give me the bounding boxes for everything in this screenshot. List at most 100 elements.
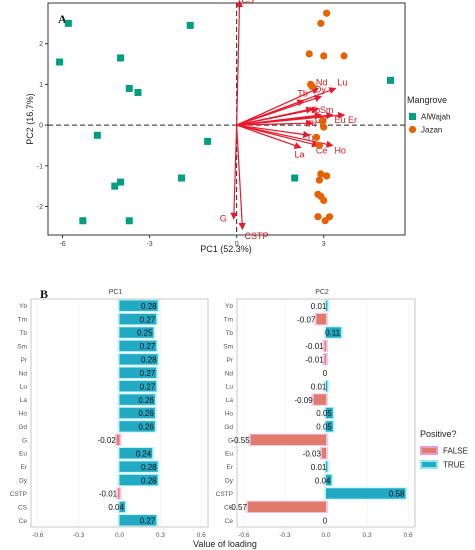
mangrove-legend: Mangrove AlWajah Jazan: [407, 95, 451, 135]
loading-arrow-er: [236, 111, 346, 126]
bar-value-label: -0.57: [229, 503, 248, 512]
bar-pc2-eu: [321, 448, 326, 459]
bar-pc1-tb: [119, 327, 154, 338]
legend-title-positive: Positive?: [420, 429, 457, 439]
category-label: Tb: [19, 330, 27, 337]
legend-key-alwajah: [409, 113, 416, 120]
bar-value-label: 0.05: [316, 423, 332, 432]
panel-title-pc2: PC2: [315, 289, 329, 296]
category-label: Er: [21, 464, 28, 471]
bar-value-label: -0.01: [305, 356, 324, 365]
category-label: Tm: [224, 317, 233, 324]
bar-pc2-gd: [326, 421, 333, 432]
legend-label-true: TRUE: [443, 461, 465, 470]
bar-pc1-lu: [119, 380, 157, 392]
bar-pc1-eu: [119, 448, 153, 459]
bar-pc1-nd: [119, 367, 157, 378]
point-alwajah: [178, 174, 186, 182]
bar-value-label: 0.04: [315, 476, 331, 485]
legend-label-jazan: Jazan: [421, 126, 442, 135]
x-tick-label: 0.6: [404, 532, 413, 539]
bar-pc2-tb: [326, 327, 342, 338]
loading-label-lu: Lu: [337, 77, 347, 87]
bar-pc2-pr: [324, 354, 326, 365]
bar-pc2-dy: [326, 474, 332, 486]
category-label: CSTP: [216, 491, 233, 498]
point-alwajah: [117, 178, 125, 186]
bar-value-label: 0.26: [138, 423, 154, 432]
y-tick-label: -2: [37, 204, 43, 211]
category-label: G: [228, 437, 233, 444]
bar-pc1-la: [119, 394, 155, 405]
category-label: Sm: [17, 343, 27, 350]
bar-pc2-er: [326, 461, 328, 472]
bar-pc2-ho: [326, 407, 333, 419]
bar-pc2-la: [313, 394, 326, 405]
category-label: CSTP: [10, 491, 27, 498]
x-tick-label: 0.0: [321, 532, 330, 539]
x-tick-label: 0.3: [363, 532, 372, 539]
bar-value-label: 0.28: [141, 356, 157, 365]
loading-arrow-ho: [236, 124, 334, 148]
category-label: Ce: [225, 518, 234, 525]
point-alwajah: [125, 217, 133, 225]
bar-value-label: 0.11: [325, 329, 341, 338]
point-jazan: [314, 213, 322, 221]
loading-label-g: G: [220, 214, 227, 224]
point-jazan: [318, 117, 326, 125]
loading-label-tm: Tm: [306, 132, 319, 142]
bar-value-label: 0.01: [311, 463, 327, 472]
category-label: Ho: [225, 411, 234, 418]
y-tick-label: 1: [39, 82, 43, 89]
category-label: Er: [227, 464, 234, 471]
category-label: Dy: [19, 478, 28, 485]
category-label: Lu: [20, 384, 28, 391]
y-tick-label: 2: [39, 41, 43, 48]
loading-arrow-la: [236, 124, 302, 149]
point-jazan: [317, 19, 325, 27]
score-points: [56, 9, 394, 225]
loading-label-ho: Ho: [334, 145, 346, 155]
loading-label-eu: Eu: [334, 115, 345, 125]
panel-tag-a: A: [58, 12, 67, 26]
y-tick-label: 0: [39, 123, 43, 130]
y-tick-label: -1: [37, 163, 43, 170]
point-jazan: [308, 82, 316, 91]
category-label: Eu: [225, 451, 233, 458]
loading-arrow-sm: [236, 106, 320, 126]
bar-value-label: -0.09: [294, 396, 313, 405]
bar-pc1-tm: [119, 313, 157, 325]
loading-label-dy: Dy: [315, 85, 326, 95]
bar-pc1-pr: [119, 354, 158, 365]
bar-pc2-sm: [324, 340, 326, 352]
point-jazan: [315, 141, 323, 150]
biplot-panel: [47, 2, 406, 236]
legend-key-true: [422, 462, 436, 467]
bar-value-label: -0.07: [297, 315, 316, 324]
bar-value-label: 0.27: [140, 517, 156, 526]
category-label: CS: [224, 504, 234, 511]
loading-label-ce: Ce: [316, 145, 328, 155]
bar-pc1-yb: [119, 300, 158, 311]
point-alwajah: [204, 137, 212, 145]
loading-label-cs: CS: [242, 0, 255, 5]
point-jazan: [305, 50, 313, 58]
bar-value-label: 0.27: [140, 342, 156, 351]
bar-value-label: 0.01: [311, 302, 327, 311]
point-alwajah: [111, 182, 119, 190]
x-tick-label: 0.0: [115, 532, 124, 539]
bar-pc2-cs: [247, 501, 326, 513]
bar-value-label: 0.27: [140, 315, 156, 324]
loading-label-cstp: CSTP: [244, 231, 268, 241]
category-label: Ce: [19, 518, 28, 525]
loading-arrow-cs: [235, 0, 244, 126]
bar-value-label: 0.24: [136, 449, 152, 458]
category-label: Tb: [225, 330, 233, 337]
x-axis-label: PC1 (52.3%): [200, 244, 252, 254]
x-tick-label: 0.6: [197, 532, 206, 539]
bar-value-label: -0.03: [303, 449, 322, 458]
x-tick-label: 0.3: [156, 532, 165, 539]
point-jazan: [323, 9, 331, 17]
legend-key-false: [422, 448, 436, 453]
